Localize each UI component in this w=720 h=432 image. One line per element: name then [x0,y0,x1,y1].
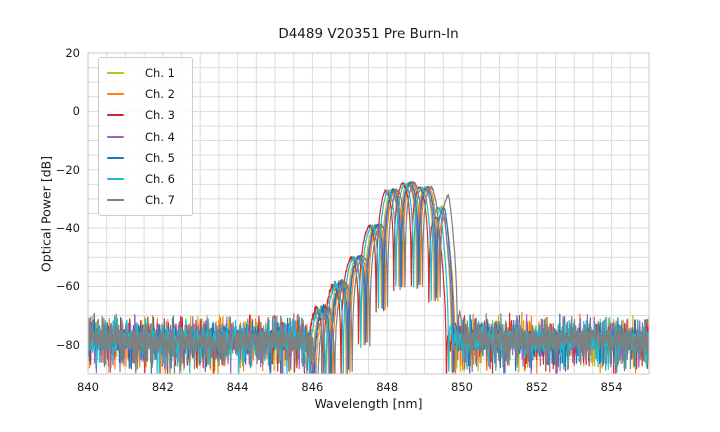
chart-title: D4489 V20351 Pre Burn-In [278,26,459,42]
legend-line-swatch [107,199,124,202]
legend-item-label: Ch. 1 [145,65,175,80]
y-tick-label: −80 [55,337,80,352]
x-tick-label: 854 [600,380,623,394]
x-tick-label: 846 [301,380,324,394]
legend-line-swatch [107,156,124,159]
x-tick-label: 850 [451,380,473,394]
legend-item-label: Ch. 4 [145,129,175,144]
x-axis-label: Wavelength [nm] [314,396,423,411]
y-tick-label: 20 [65,46,80,60]
legend-item-label: Ch. 3 [145,108,175,123]
legend-line-swatch [107,92,124,95]
legend-item: Ch. 7 [107,190,192,211]
x-tick-label: 840 [77,380,99,394]
legend-item: Ch. 5 [107,147,192,168]
legend-line-swatch [107,71,124,74]
x-tick-label: 844 [226,380,249,394]
legend-item: Ch. 2 [107,83,192,104]
y-tick-label: 0 [72,104,80,119]
legend-item-label: Ch. 6 [145,172,175,187]
y-tick-label: −20 [55,162,80,177]
x-tick-label: 852 [525,380,548,394]
x-tick-label: 848 [376,380,399,394]
legend-item: Ch. 4 [107,126,192,147]
legend: Ch. 1 Ch. 2 Ch. 3 Ch. 4 Ch. 5 Ch. 6 Ch. 7 [98,57,193,217]
legend-item-label: Ch. 2 [145,86,175,101]
legend-line-swatch [107,135,124,138]
legend-item-label: Ch. 7 [145,193,175,208]
legend-item: Ch. 1 [107,62,192,83]
legend-item: Ch. 3 [107,105,192,126]
legend-line-swatch [107,178,124,181]
legend-item: Ch. 6 [107,168,192,189]
x-tick-label: 842 [151,380,174,394]
legend-item-label: Ch. 5 [145,150,175,165]
y-tick-label: −60 [55,279,80,294]
legend-line-swatch [107,114,124,117]
y-tick-label: −40 [55,221,80,236]
